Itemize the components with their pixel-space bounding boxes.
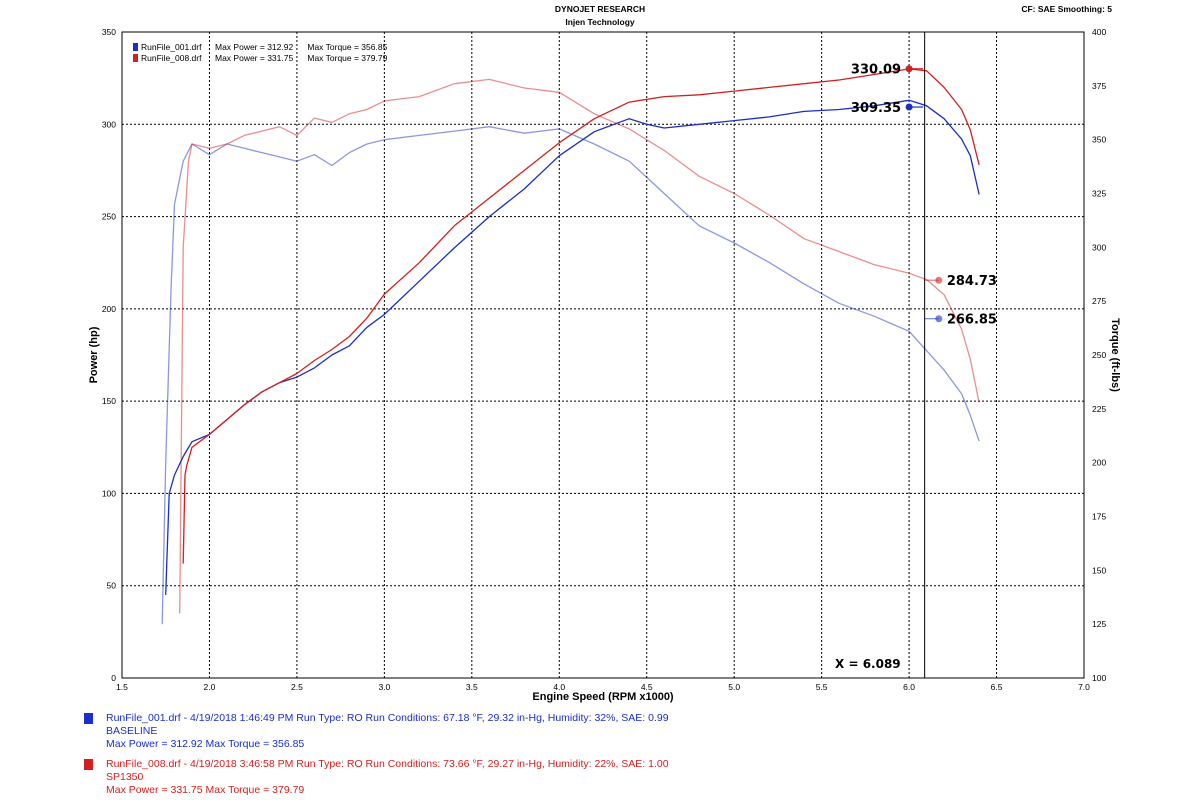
x-axis-title: Engine Speed (RPM x1000) <box>532 691 674 703</box>
y2-tick-label: 100 <box>1092 673 1106 683</box>
chart-header-line2: Injen Technology <box>565 17 635 27</box>
run1-max: Max Power = 312.92 Max Torque = 356.85 <box>106 738 305 750</box>
y-tick-label: 200 <box>102 304 116 314</box>
value-marker-label: 284.73 <box>947 274 997 289</box>
y2-tick-label: 275 <box>1092 296 1106 306</box>
y2-tick-label: 325 <box>1092 189 1106 199</box>
y-tick-label: 50 <box>107 581 117 591</box>
y2-tick-label: 225 <box>1092 404 1106 414</box>
run1-color-swatch <box>84 713 93 724</box>
value-marker-label: 266.85 <box>947 313 997 328</box>
legend-swatch-run2 <box>133 54 138 62</box>
run1-name: BASELINE <box>106 725 158 737</box>
x-tick-label: 3.0 <box>378 682 390 692</box>
series-line-power-008 <box>182 68 980 564</box>
run-info-sp1350: RunFile_008.drf - 4/19/2018 3:46:58 PM R… <box>84 758 669 797</box>
x-cursor-label: X = 6.089 <box>835 657 901 671</box>
y2-axis-title: Torque (ft-lbs) <box>1109 318 1121 392</box>
y2-tick-label: 250 <box>1092 350 1106 360</box>
y2-tick-label: 175 <box>1092 512 1106 522</box>
x-tick-label: 5.5 <box>816 682 828 692</box>
x-tick-label: 6.0 <box>903 682 915 692</box>
legend-stats-run2: Max Power = 331.75 Max Torque = 379.79 <box>215 53 388 63</box>
y2-tick-label: 350 <box>1092 135 1106 145</box>
legend-file-run2: RunFile_008.drf <box>141 53 202 63</box>
series-line-torque-008 <box>179 78 980 614</box>
series-line-torque-001 <box>161 126 980 625</box>
y2-tick-label: 375 <box>1092 81 1106 91</box>
legend-swatch-run1 <box>133 43 138 51</box>
y2-tick-label: 150 <box>1092 565 1106 575</box>
legend: RunFile_001.drf Max Power = 312.92 Max T… <box>133 42 388 63</box>
legend-stats-run1: Max Power = 312.92 Max Torque = 356.85 <box>215 42 388 52</box>
x-tick-label: 2.0 <box>204 682 216 692</box>
run-info-baseline: RunFile_001.drf - 4/19/2018 1:46:49 PM R… <box>84 712 669 751</box>
x-tick-label: 4.5 <box>641 682 653 692</box>
x-tick-label: 5.0 <box>728 682 740 692</box>
run1-details: RunFile_001.drf - 4/19/2018 1:46:49 PM R… <box>106 712 669 724</box>
y-axis-title: Power (hp) <box>88 326 100 383</box>
x-tick-label: 1.5 <box>116 682 128 692</box>
y-tick-label: 100 <box>102 488 116 498</box>
value-marker-label: 330.09 <box>851 63 901 78</box>
run2-name: SP1350 <box>106 771 144 783</box>
y-tick-label: 350 <box>102 27 116 37</box>
grid-lines <box>122 32 1084 678</box>
y-tick-label: 250 <box>102 212 116 222</box>
axis-ticks: 1.5 2.0 2.5 3.0 3.5 4.0 4.5 5.0 5.5 6.0 6.5 7.0 0 50 1… <box>102 27 1107 692</box>
y2-tick-label: 400 <box>1092 27 1106 37</box>
chart-header-line1: DYNOJET RESEARCH <box>555 4 645 14</box>
run2-max: Max Power = 331.75 Max Torque = 379.79 <box>106 784 305 796</box>
value-markers: 330.09 309.35 284.73 266.85 <box>851 63 997 328</box>
y2-tick-label: 200 <box>1092 458 1106 468</box>
chart-header-right: CF: SAE Smoothing: 5 <box>1021 4 1112 14</box>
value-marker-label: 309.35 <box>851 101 901 116</box>
y2-tick-label: 125 <box>1092 619 1106 629</box>
run2-details: RunFile_008.drf - 4/19/2018 3:46:58 PM R… <box>106 758 669 770</box>
y-tick-label: 150 <box>102 396 116 406</box>
x-tick-label: 7.0 <box>1078 682 1090 692</box>
y2-tick-label: 300 <box>1092 242 1106 252</box>
x-tick-label: 4.0 <box>553 682 565 692</box>
run2-color-swatch <box>84 759 93 770</box>
x-tick-label: 2.5 <box>291 682 303 692</box>
series-lines <box>161 68 980 625</box>
x-tick-label: 6.5 <box>991 682 1003 692</box>
y-tick-label: 300 <box>102 119 116 129</box>
plot-area <box>121 31 1085 679</box>
legend-file-run1: RunFile_001.drf <box>141 42 202 52</box>
x-tick-label: 3.5 <box>466 682 478 692</box>
y-tick-label: 0 <box>111 673 116 683</box>
